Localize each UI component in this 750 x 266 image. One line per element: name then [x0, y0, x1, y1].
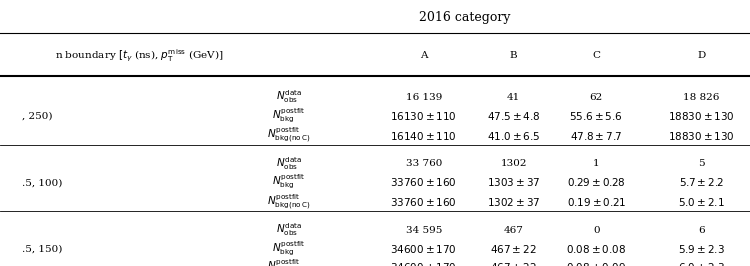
Text: $16140 \pm 110$: $16140 \pm 110$ [390, 130, 458, 142]
Text: 18 826: 18 826 [683, 93, 719, 102]
Text: D: D [698, 51, 705, 60]
Text: $\mathit{N}_{\rm bkg(no\,C)}^{\rm postfit}$: $\mathit{N}_{\rm bkg(no\,C)}^{\rm postfi… [267, 126, 310, 146]
Text: $6.0 \pm 2.3$: $6.0 \pm 2.3$ [678, 261, 724, 266]
Text: 6: 6 [698, 226, 704, 235]
Text: 2016 category: 2016 category [419, 11, 511, 24]
Text: $33760 \pm 160$: $33760 \pm 160$ [390, 176, 458, 188]
Text: 5: 5 [698, 159, 704, 168]
Text: $47.5 \pm 4.8$: $47.5 \pm 4.8$ [487, 110, 541, 122]
Text: $467 \pm 22$: $467 \pm 22$ [490, 243, 537, 255]
Text: 41: 41 [507, 93, 520, 102]
Text: $18830 \pm 130$: $18830 \pm 130$ [668, 110, 735, 122]
Text: $\mathit{N}_{\rm bkg}^{\rm postfit}$: $\mathit{N}_{\rm bkg}^{\rm postfit}$ [272, 239, 305, 258]
Text: $0.08 \pm 0.08$: $0.08 \pm 0.08$ [566, 243, 626, 255]
Text: $1303 \pm 37$: $1303 \pm 37$ [487, 176, 541, 188]
Text: $33760 \pm 160$: $33760 \pm 160$ [390, 196, 458, 208]
Text: $0.29 \pm 0.28$: $0.29 \pm 0.28$ [567, 176, 626, 188]
Text: $\mathit{N}_{\rm bkg}^{\rm postfit}$: $\mathit{N}_{\rm bkg}^{\rm postfit}$ [272, 173, 305, 192]
Text: 1: 1 [593, 159, 599, 168]
Text: $41.0 \pm 6.5$: $41.0 \pm 6.5$ [487, 130, 541, 142]
Text: 34 595: 34 595 [406, 226, 442, 235]
Text: $0.19 \pm 0.21$: $0.19 \pm 0.21$ [566, 196, 626, 208]
Text: $1302 \pm 37$: $1302 \pm 37$ [487, 196, 541, 208]
Text: $34600 \pm 170$: $34600 \pm 170$ [390, 261, 458, 266]
Text: $0.08 \pm 0.09$: $0.08 \pm 0.09$ [566, 261, 626, 266]
Text: $5.0 \pm 2.1$: $5.0 \pm 2.1$ [678, 196, 724, 208]
Text: 62: 62 [590, 93, 603, 102]
Text: 0: 0 [593, 226, 599, 235]
Text: C: C [592, 51, 600, 60]
Text: .5, 100): .5, 100) [22, 178, 63, 187]
Text: , 250): , 250) [22, 112, 53, 121]
Text: $18830 \pm 130$: $18830 \pm 130$ [668, 130, 735, 142]
Text: $\mathit{N}_{\rm obs}^{\rm data}$: $\mathit{N}_{\rm obs}^{\rm data}$ [276, 89, 302, 106]
Text: B: B [510, 51, 518, 60]
Text: .5, 150): .5, 150) [22, 244, 63, 253]
Text: $5.9 \pm 2.3$: $5.9 \pm 2.3$ [678, 243, 724, 255]
Text: 16 139: 16 139 [406, 93, 442, 102]
Text: 1302: 1302 [500, 159, 527, 168]
Text: $34600 \pm 170$: $34600 \pm 170$ [390, 243, 458, 255]
Text: n boundary $[t_{\gamma}$ (ns), $p_{\rm T}^{\rm miss}$ (GeV)]: n boundary $[t_{\gamma}$ (ns), $p_{\rm T… [55, 48, 223, 64]
Text: $16130 \pm 110$: $16130 \pm 110$ [390, 110, 458, 122]
Text: $\mathit{N}_{\rm obs}^{\rm data}$: $\mathit{N}_{\rm obs}^{\rm data}$ [276, 222, 302, 239]
Text: A: A [420, 51, 428, 60]
Text: $55.6 \pm 5.6$: $55.6 \pm 5.6$ [569, 110, 623, 122]
Text: $467 \pm 22$: $467 \pm 22$ [490, 261, 537, 266]
Text: $\mathit{N}_{\rm obs}^{\rm data}$: $\mathit{N}_{\rm obs}^{\rm data}$ [276, 155, 302, 172]
Text: $\mathit{N}_{\rm bkg(no\,C)}^{\rm postfit}$: $\mathit{N}_{\rm bkg(no\,C)}^{\rm postfi… [267, 257, 310, 266]
Text: 33 760: 33 760 [406, 159, 442, 168]
Text: $5.7 \pm 2.2$: $5.7 \pm 2.2$ [679, 176, 724, 188]
Text: $47.8 \pm 7.7$: $47.8 \pm 7.7$ [570, 130, 622, 142]
Text: $\mathit{N}_{\rm bkg}^{\rm postfit}$: $\mathit{N}_{\rm bkg}^{\rm postfit}$ [272, 106, 305, 125]
Text: 467: 467 [504, 226, 524, 235]
Text: $\mathit{N}_{\rm bkg(no\,C)}^{\rm postfit}$: $\mathit{N}_{\rm bkg(no\,C)}^{\rm postfi… [267, 192, 310, 212]
